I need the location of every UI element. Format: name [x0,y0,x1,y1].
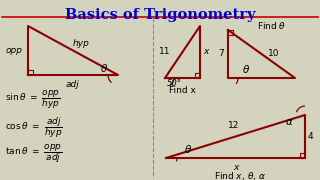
Text: 7: 7 [218,50,224,59]
Text: 50°: 50° [167,79,182,88]
Text: x: x [203,48,208,57]
Text: 12: 12 [228,122,239,130]
Text: opp: opp [6,46,23,55]
Text: 10: 10 [268,50,279,59]
Text: 11: 11 [158,48,170,57]
Text: $\sin\theta\ =\ \dfrac{opp}{hyp}$: $\sin\theta\ =\ \dfrac{opp}{hyp}$ [5,88,61,111]
Text: Find x: Find x [169,86,196,95]
Text: hyp: hyp [73,39,89,48]
Text: x: x [233,163,238,172]
Text: Basics of Trigonometry: Basics of Trigonometry [65,8,255,22]
Text: 4: 4 [308,132,314,141]
Text: $\theta$: $\theta$ [242,63,250,75]
Text: $\theta$: $\theta$ [184,143,192,155]
Text: $\theta$: $\theta$ [100,62,108,74]
Text: $\tan\theta\ =\ \dfrac{opp}{adj}$: $\tan\theta\ =\ \dfrac{opp}{adj}$ [5,142,62,165]
Text: adj: adj [66,80,80,89]
Text: $\cos\theta\ =\ \dfrac{adj}{hyp}$: $\cos\theta\ =\ \dfrac{adj}{hyp}$ [5,115,63,140]
Text: Find $x,\,\theta,\,\alpha$: Find $x,\,\theta,\,\alpha$ [214,170,267,180]
Text: $\alpha$: $\alpha$ [285,117,294,127]
Text: Find $\theta$: Find $\theta$ [257,20,287,31]
